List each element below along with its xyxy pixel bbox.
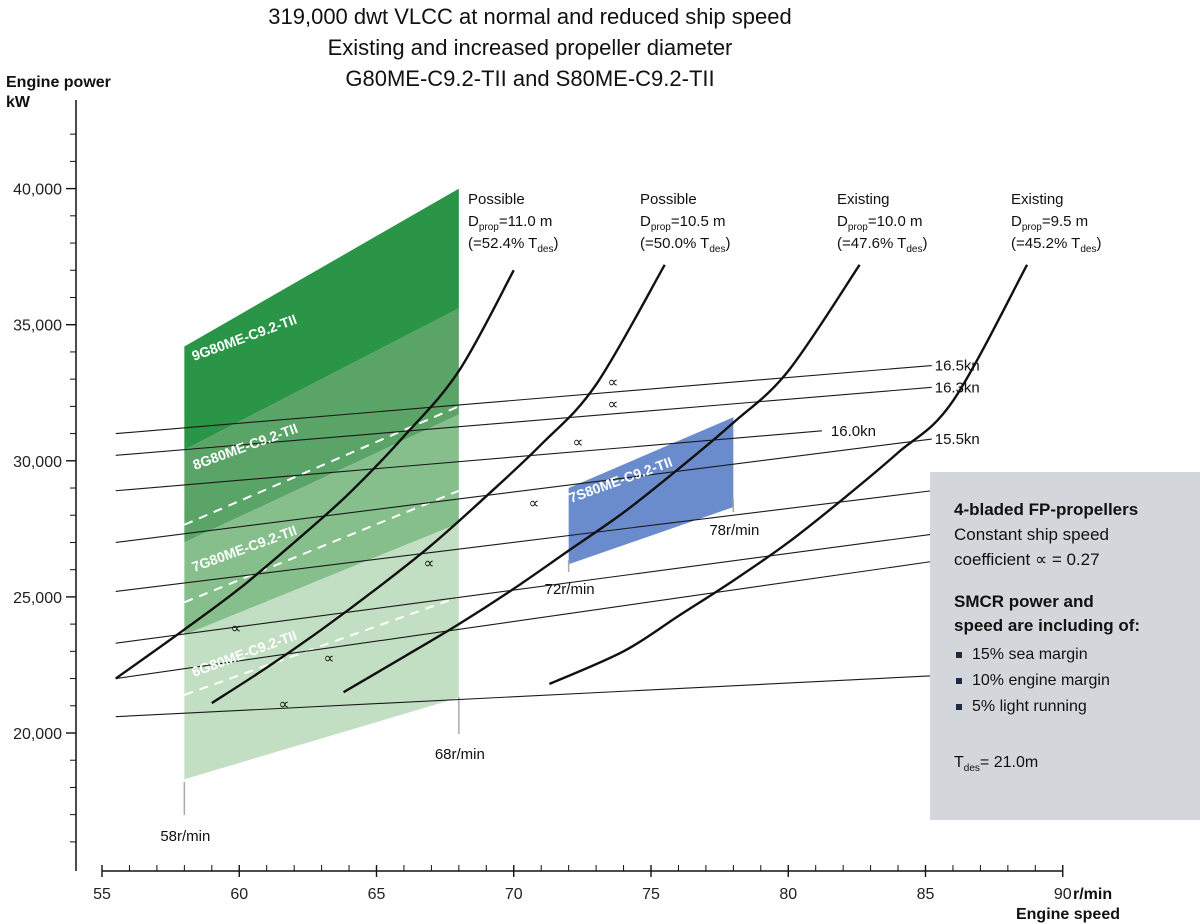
design-draught: Tdes= 21.0m — [954, 754, 1200, 774]
ship-speed-line — [115, 430, 822, 492]
legend-title: 4-bladed FP-propellers — [954, 500, 1139, 519]
y-tick-label: 20,000 — [13, 726, 62, 743]
propeller-curve — [548, 264, 1029, 686]
speed-marker-label: 72r/min — [545, 581, 595, 598]
title-line-3: G80ME-C9.2-TII and S80ME-C9.2-TII — [345, 66, 714, 91]
ship-speed-line — [115, 438, 932, 544]
ship-speed-label: 16.0kn — [831, 423, 876, 440]
propeller-status-label: Existing — [1011, 191, 1064, 208]
layout-area-6G80ME-C9.2-TII — [184, 523, 459, 780]
y-tick-label: 40,000 — [13, 182, 62, 199]
ship-speed-label: 16.3kn — [935, 379, 980, 396]
legend-subtitle-1: SMCR power and — [954, 592, 1094, 611]
alpha-symbol: ∝ — [424, 555, 435, 572]
speed-marker-label: 58r/min — [160, 828, 210, 845]
legend-line-2: coefficient ∝ = 0.27 — [954, 550, 1100, 569]
alpha-symbol: ∝ — [324, 650, 335, 667]
x-tick-label: 80 — [779, 886, 797, 903]
x-axis-title-line-1: r/min — [1073, 886, 1112, 903]
chart-title: 319,000 dwt VLCC at normal and reduced s… — [268, 4, 791, 91]
propeller-share-label: (=45.2% Tdes) — [1011, 235, 1101, 255]
propeller-diameter-label: Dprop=9.5 m — [1011, 213, 1088, 233]
propeller-status-label: Existing — [837, 191, 890, 208]
tdes-value: = 21.0m — [979, 754, 1039, 771]
x-axis-title-line-2: Engine speed — [1016, 906, 1120, 923]
layout-area-7G80ME-C9.2-TII — [184, 414, 459, 636]
propeller-share-label: (=47.6% Tdes) — [837, 235, 927, 255]
y-tick-label: 25,000 — [13, 590, 62, 607]
y-axis-title: Engine power kW — [6, 74, 111, 111]
layout-dash-line — [184, 595, 460, 696]
tdes-symbol: T — [954, 754, 964, 771]
alpha-symbol: ∝ — [608, 374, 619, 391]
engine-layout-areas — [183, 188, 735, 815]
x-tick-label: 60 — [230, 886, 248, 903]
alpha-symbol: ∝ — [529, 495, 540, 512]
propeller-share-label: (=52.4% Tdes) — [468, 235, 558, 255]
ship-speed-label: 15.5kn — [935, 431, 980, 448]
ship-speed-line — [115, 560, 932, 680]
legend-box: 4-bladed FP-propellers Constant ship spe… — [930, 472, 1200, 820]
ship-speed-line — [115, 533, 932, 644]
speed-marker-label: 68r/min — [435, 746, 485, 763]
y-tick-label: 30,000 — [13, 454, 62, 471]
x-tick-label: 85 — [917, 886, 935, 903]
alpha-symbol: ∝ — [231, 620, 242, 637]
propeller-curve — [211, 264, 666, 705]
x-tick-label: 55 — [93, 886, 111, 903]
alpha-symbol: ∝ — [279, 696, 290, 713]
x-axis-title: r/min Engine speed — [1016, 886, 1120, 923]
x-tick-label: 90 — [1054, 886, 1072, 903]
propeller-curve — [342, 264, 861, 694]
title-line-2: Existing and increased propeller diamete… — [328, 35, 733, 60]
x-tick-label: 70 — [505, 886, 523, 903]
ship-speed-line — [115, 490, 932, 593]
ship-speed-line — [115, 675, 932, 718]
margin-item: 10% engine margin — [954, 668, 1200, 694]
speed-marker-label: 78r/min — [709, 522, 759, 539]
alpha-symbol: ∝ — [573, 434, 584, 451]
x-tick-label: 75 — [642, 886, 660, 903]
propeller-diameter-label: Dprop=11.0 m — [468, 213, 552, 233]
ship-speed-line — [115, 364, 932, 435]
tdes-sub: des — [963, 763, 980, 775]
x-tick-label: 65 — [368, 886, 386, 903]
alpha-symbol: ∝ — [608, 396, 619, 413]
propeller-curve — [115, 269, 515, 680]
layout-area-8G80ME-C9.2-TII — [184, 308, 459, 543]
speed-lines — [115, 364, 932, 718]
layout-dash-line — [183, 489, 460, 604]
title-line-1: 319,000 dwt VLCC at normal and reduced s… — [268, 4, 791, 29]
propeller-curves — [115, 264, 1029, 705]
ship-speed-line — [115, 386, 932, 456]
margin-item: 5% light running — [954, 694, 1200, 720]
y-axis-title-line-2: kW — [6, 94, 31, 111]
propeller-diameter-label: Dprop=10.5 m — [640, 213, 725, 233]
margin-item: 15% sea margin — [954, 642, 1200, 668]
y-axis-title-line-1: Engine power — [6, 74, 111, 91]
layout-dash-line — [183, 405, 460, 526]
margin-list: 15% sea margin 10% engine margin 5% ligh… — [954, 642, 1200, 720]
propeller-status-label: Possible — [468, 191, 525, 208]
propeller-share-label: (=50.0% Tdes) — [640, 235, 730, 255]
propeller-status-label: Possible — [640, 191, 697, 208]
layout-area-9G80ME-C9.2-TII — [184, 188, 459, 450]
legend-line-1: Constant ship speed — [954, 525, 1109, 544]
axes: 20,000 25,000 30,000 35,000 40,000 55 60 65 70 75… — [13, 100, 1072, 903]
propeller-diameter-label: Dprop=10.0 m — [837, 213, 922, 233]
y-tick-label: 35,000 — [13, 318, 62, 335]
legend-subtitle-2: speed are including of: — [954, 616, 1141, 635]
ship-speed-label: 16.5kn — [935, 358, 980, 375]
